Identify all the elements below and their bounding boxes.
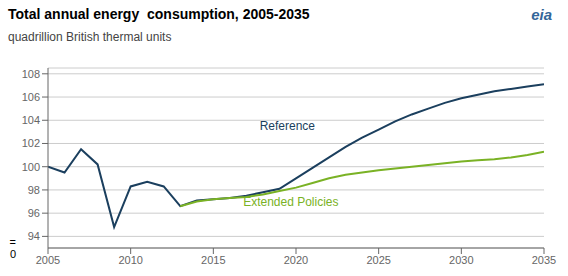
svg-text:2010: 2010: [118, 254, 142, 266]
html-text:quadrillion British thermal un: quadrillion British thermal units: [8, 30, 172, 44]
svg-text:108: 108: [22, 68, 40, 80]
html-text:Total annual energy consumptio: Total annual energy consumption, 2005-20…: [8, 6, 310, 22]
svg-text:2025: 2025: [366, 254, 390, 266]
svg-text:96: 96: [28, 207, 40, 219]
svg-text:2020: 2020: [284, 254, 308, 266]
svg-text:Extended Policies: Extended Policies: [243, 195, 338, 209]
svg-text:2030: 2030: [449, 254, 473, 266]
svg-text:106: 106: [22, 91, 40, 103]
svg-text:102: 102: [22, 137, 40, 149]
svg-text:104: 104: [22, 114, 40, 126]
html-text:eia: eia: [531, 6, 552, 23]
svg-text:100: 100: [22, 161, 40, 173]
html-text:0: 0: [9, 248, 16, 260]
svg-text:2015: 2015: [201, 254, 225, 266]
svg-text:2035: 2035: [532, 254, 556, 266]
svg-text:98: 98: [28, 184, 40, 196]
svg-text:Reference: Reference: [260, 119, 316, 133]
svg-text:94: 94: [28, 230, 40, 242]
svg-text:2005: 2005: [36, 254, 60, 266]
